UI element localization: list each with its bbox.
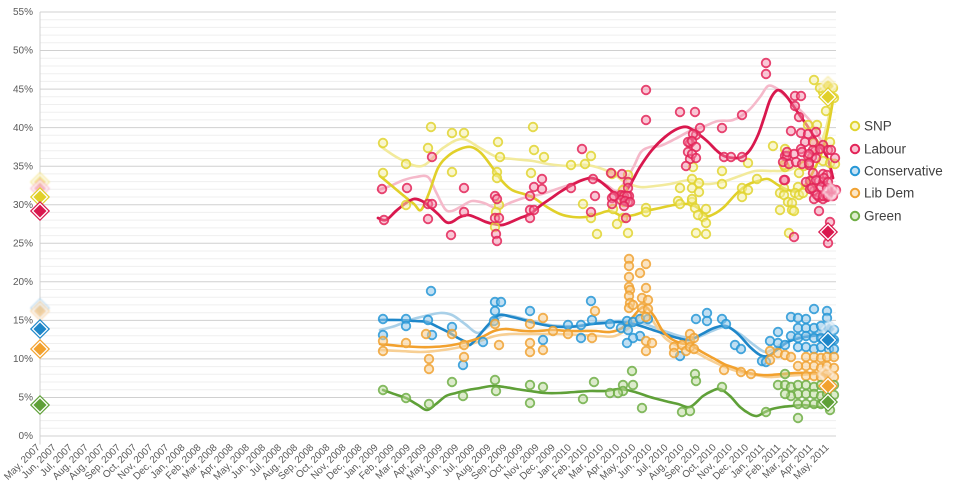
svg-text:25%: 25% xyxy=(13,239,33,250)
svg-text:Labour: Labour xyxy=(864,142,907,157)
svg-text:5%: 5% xyxy=(19,393,34,404)
svg-text:SNP: SNP xyxy=(864,119,892,134)
svg-text:20%: 20% xyxy=(13,277,33,288)
svg-text:Green: Green xyxy=(864,209,902,224)
svg-text:Conservative: Conservative xyxy=(864,164,943,179)
svg-text:30%: 30% xyxy=(13,200,33,211)
svg-text:35%: 35% xyxy=(13,161,33,172)
svg-text:50%: 50% xyxy=(13,46,33,57)
svg-text:45%: 45% xyxy=(13,84,33,95)
svg-text:40%: 40% xyxy=(13,123,33,134)
svg-text:10%: 10% xyxy=(13,354,33,365)
svg-text:55%: 55% xyxy=(13,7,33,18)
svg-text:Lib Dem: Lib Dem xyxy=(864,186,914,201)
svg-text:0%: 0% xyxy=(19,431,34,442)
svg-text:15%: 15% xyxy=(13,316,33,327)
